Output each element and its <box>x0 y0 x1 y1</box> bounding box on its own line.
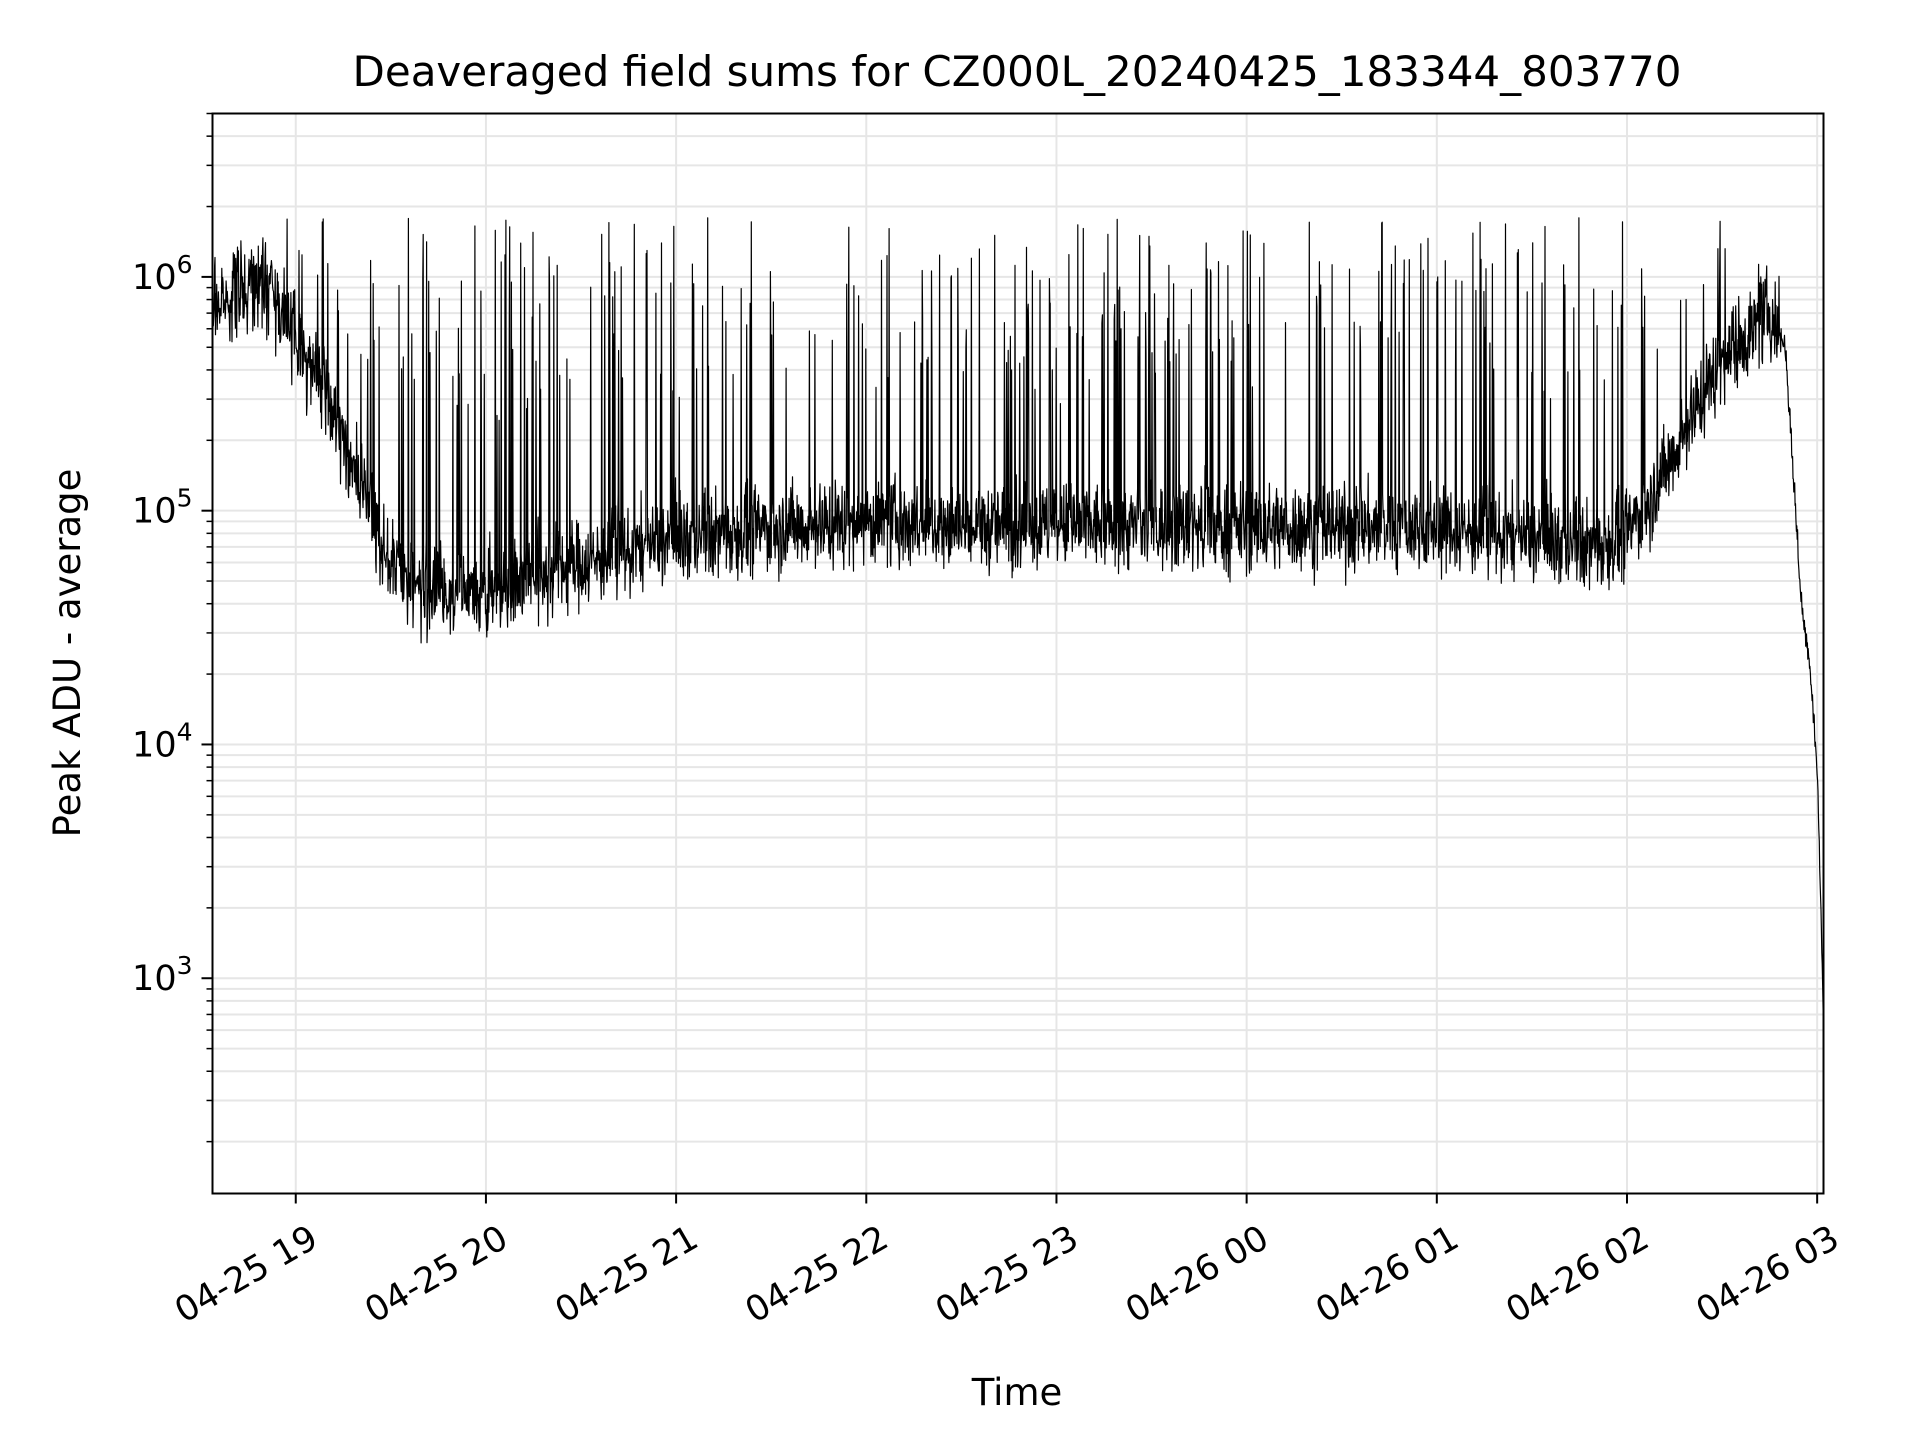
y-axis: 103 104 105 106 <box>132 112 213 1143</box>
x-tick-label: 04-26 03 <box>1690 1218 1846 1331</box>
y-tick-label: 104 <box>132 717 192 765</box>
y-tick-label: 103 <box>132 951 192 999</box>
y-axis-label: Peak ADU - average <box>46 469 89 838</box>
y-tick-label: 105 <box>132 484 192 532</box>
x-tick-label: 04-26 01 <box>1309 1218 1465 1331</box>
chart-title: Deaveraged field sums for CZ000L_2024042… <box>353 47 1682 96</box>
x-tick-label: 04-25 19 <box>168 1218 324 1331</box>
grid <box>212 112 1824 1194</box>
x-tick-label: 04-25 23 <box>929 1218 1085 1331</box>
x-axis-label: Time <box>971 1371 1063 1414</box>
x-tick-label: 04-26 00 <box>1119 1218 1275 1331</box>
series-line <box>211 217 1825 1041</box>
x-axis: 04-25 19 04-25 20 04-25 21 04-25 22 04-25 23… <box>168 1193 1846 1331</box>
x-tick-label: 04-25 21 <box>549 1218 705 1331</box>
x-tick-label: 04-25 20 <box>359 1218 515 1331</box>
x-tick-label: 04-26 02 <box>1500 1218 1656 1331</box>
y-tick-label: 106 <box>132 250 192 298</box>
x-tick-label: 04-25 22 <box>739 1218 895 1331</box>
plot-frame <box>211 112 1825 1195</box>
